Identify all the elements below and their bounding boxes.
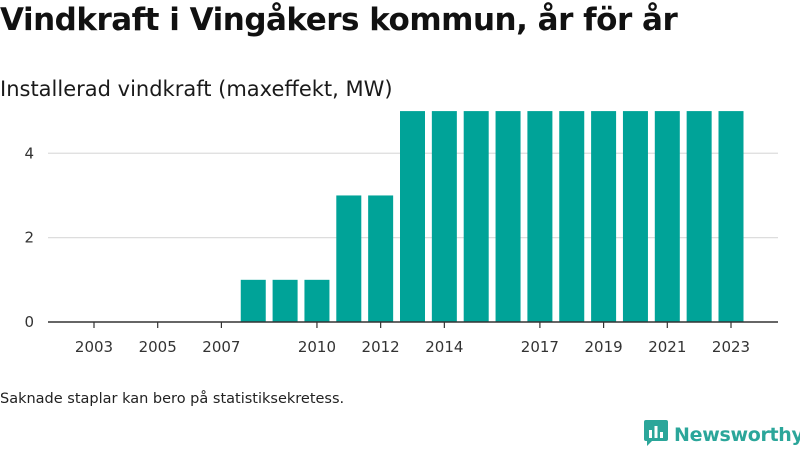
bar-chart-speech-bubble-icon [644, 420, 668, 450]
x-tick-label: 2021 [648, 338, 686, 356]
chart-subtitle: Installerad vindkraft (maxeffekt, MW) [0, 77, 393, 101]
bar-2010 [304, 279, 330, 322]
bar-2009 [272, 279, 298, 322]
bar-2017 [527, 111, 553, 322]
y-tick-label: 2 [24, 229, 34, 247]
bar-2008 [240, 279, 266, 322]
y-tick-label: 4 [24, 144, 34, 162]
footnote: Saknade staplar kan bero på statistiksek… [0, 391, 345, 407]
x-axis [48, 321, 778, 328]
bar-2016 [495, 111, 521, 322]
x-axis-labels: 2003 2005 2007 2010 2012 2014 2017 2019 2021 2023 [75, 338, 750, 356]
x-tick-label: 2010 [298, 338, 336, 356]
chart-title: Vindkraft i Vingåkers kommun, år för år [0, 2, 678, 38]
bar-2013 [400, 111, 425, 322]
bar-2012 [368, 195, 394, 322]
x-tick-label: 2014 [425, 338, 463, 356]
x-tick-label: 2003 [75, 338, 113, 356]
x-tick-label: 2005 [139, 338, 177, 356]
bar-2020 [622, 111, 648, 322]
bar-2014 [431, 111, 457, 322]
x-tick-label: 2023 [712, 338, 750, 356]
x-tick-label: 2012 [362, 338, 400, 356]
bar-2019 [591, 111, 617, 322]
bar-2015 [463, 111, 489, 322]
brand-logo: Newsworthy [644, 420, 800, 450]
brand-name: Newsworthy [674, 424, 800, 446]
bar-2011 [336, 195, 362, 322]
y-axis-labels: 0 2 4 [24, 144, 34, 331]
x-tick-label: 2017 [521, 338, 559, 356]
bar-2018 [559, 111, 585, 322]
y-tick-label: 0 [24, 313, 34, 331]
x-tick-label: 2007 [202, 338, 240, 356]
bars [240, 111, 744, 322]
bar-2022 [686, 111, 712, 322]
x-tick-label: 2019 [585, 338, 623, 356]
bar-2021 [654, 111, 680, 322]
bar-2023 [718, 111, 744, 322]
